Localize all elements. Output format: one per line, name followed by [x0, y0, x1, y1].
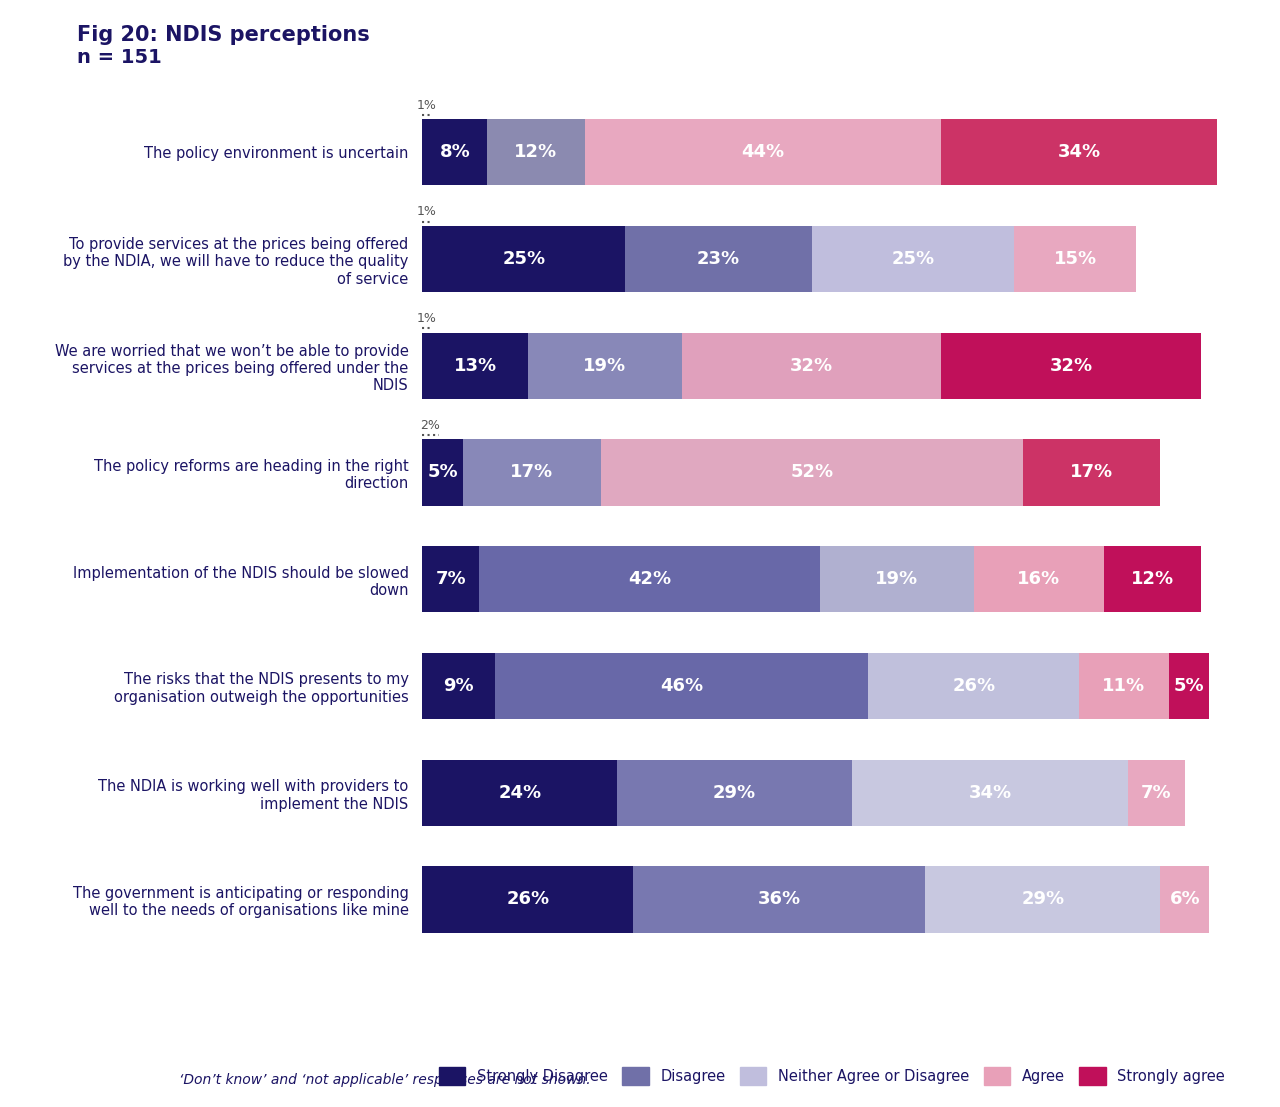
Bar	[527, 332, 682, 399]
Bar	[1015, 226, 1137, 292]
Text: 23%: 23%	[696, 250, 740, 268]
Text: 17%: 17%	[1070, 464, 1114, 482]
Text: 32%: 32%	[790, 356, 833, 374]
Text: 34%: 34%	[1057, 143, 1101, 162]
Bar	[479, 546, 819, 612]
Bar	[1128, 759, 1185, 826]
Text: 5%: 5%	[1174, 677, 1204, 695]
Bar	[495, 653, 869, 720]
Text: 2%: 2%	[421, 418, 440, 432]
Bar	[942, 332, 1201, 399]
Bar	[600, 439, 1023, 506]
Bar	[869, 653, 1079, 720]
Text: 19%: 19%	[584, 356, 626, 374]
Text: 26%: 26%	[507, 890, 549, 909]
Text: 13%: 13%	[453, 356, 497, 374]
Text: 6%: 6%	[1170, 890, 1201, 909]
Bar	[819, 546, 974, 612]
Text: 12%: 12%	[515, 143, 558, 162]
Text: Fig 20: NDIS perceptions: Fig 20: NDIS perceptions	[77, 25, 370, 45]
Bar	[942, 120, 1217, 185]
Text: 36%: 36%	[758, 890, 801, 909]
Bar	[1079, 653, 1169, 720]
Text: 9%: 9%	[444, 677, 474, 695]
Bar	[974, 546, 1103, 612]
Text: 16%: 16%	[1018, 570, 1060, 588]
Bar	[617, 759, 852, 826]
Text: 25%: 25%	[502, 250, 545, 268]
Text: 19%: 19%	[876, 570, 919, 588]
Bar	[812, 226, 1015, 292]
Bar	[488, 120, 585, 185]
Bar	[422, 759, 617, 826]
Text: 1%: 1%	[416, 206, 436, 218]
Text: 17%: 17%	[511, 464, 553, 482]
Bar	[625, 226, 812, 292]
Text: 8%: 8%	[439, 143, 470, 162]
Bar	[422, 439, 463, 506]
Text: n = 151: n = 151	[77, 48, 161, 66]
Text: 29%: 29%	[1021, 890, 1065, 909]
Text: 25%: 25%	[892, 250, 934, 268]
Bar	[634, 867, 925, 932]
Text: 42%: 42%	[628, 570, 671, 588]
Bar	[422, 546, 479, 612]
Text: 52%: 52%	[790, 464, 833, 482]
Bar	[1103, 546, 1201, 612]
Text: 1%: 1%	[416, 312, 436, 325]
Bar	[852, 759, 1128, 826]
Legend: Strongly Disagree, Disagree, Neither Agree or Disagree, Agree, Strongly agree: Strongly Disagree, Disagree, Neither Agr…	[431, 1061, 1233, 1093]
Bar	[585, 120, 942, 185]
Bar	[422, 867, 634, 932]
Bar	[422, 653, 495, 720]
Text: 7%: 7%	[1142, 784, 1171, 801]
Text: 32%: 32%	[1050, 356, 1093, 374]
Bar	[925, 867, 1161, 932]
Text: ‘Don’t know’ and ‘not applicable’ responses are not shown.: ‘Don’t know’ and ‘not applicable’ respon…	[179, 1073, 591, 1087]
Text: 12%: 12%	[1130, 570, 1174, 588]
Text: 26%: 26%	[952, 677, 996, 695]
Text: 7%: 7%	[435, 570, 466, 588]
Text: 5%: 5%	[428, 464, 458, 482]
Text: 11%: 11%	[1102, 677, 1146, 695]
Bar	[1169, 653, 1210, 720]
Bar	[422, 226, 625, 292]
Text: 46%: 46%	[660, 677, 704, 695]
Bar	[682, 332, 942, 399]
Text: 15%: 15%	[1053, 250, 1097, 268]
Text: 34%: 34%	[969, 784, 1011, 801]
Text: 29%: 29%	[713, 784, 756, 801]
Bar	[1023, 439, 1161, 506]
Bar	[422, 120, 488, 185]
Bar	[422, 332, 527, 399]
Bar	[463, 439, 600, 506]
Text: 1%: 1%	[416, 99, 436, 112]
Bar	[1161, 867, 1210, 932]
Text: 24%: 24%	[498, 784, 541, 801]
Text: 44%: 44%	[741, 143, 785, 162]
